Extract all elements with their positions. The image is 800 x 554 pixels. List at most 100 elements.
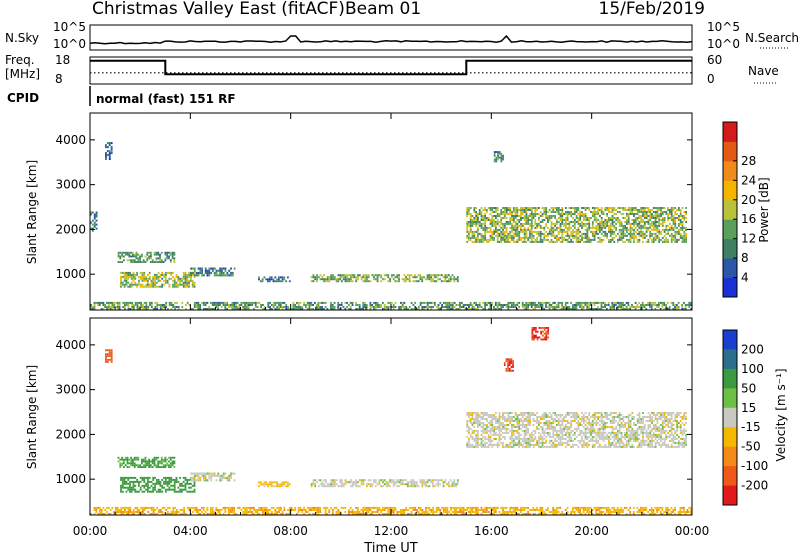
heatmap-cell bbox=[172, 271, 174, 274]
heatmap-cell bbox=[486, 429, 488, 432]
heatmap-cell bbox=[536, 224, 538, 227]
heatmap-cell bbox=[631, 437, 634, 440]
heatmap-cell bbox=[498, 213, 501, 215]
heatmap-cell bbox=[166, 480, 169, 483]
heatmap-cell bbox=[643, 209, 646, 211]
nsky-panel bbox=[89, 24, 693, 51]
heatmap-cell bbox=[186, 490, 189, 493]
heatmap-cell bbox=[125, 277, 128, 280]
heatmap-cell bbox=[366, 276, 368, 279]
heatmap-cell bbox=[565, 416, 567, 418]
heatmap-cell bbox=[523, 441, 526, 444]
heatmap-cell bbox=[665, 228, 668, 231]
heatmap-cell bbox=[337, 485, 340, 488]
heatmap-cell bbox=[590, 433, 592, 436]
heatmap-cell bbox=[117, 456, 120, 459]
heatmap-cell bbox=[143, 279, 146, 282]
heatmap-cell bbox=[545, 304, 547, 306]
heatmap-cell bbox=[586, 226, 589, 229]
heatmap-cell bbox=[482, 445, 485, 448]
heatmap-cell bbox=[129, 476, 131, 479]
heatmap-cell bbox=[577, 439, 580, 442]
heatmap-cell bbox=[600, 306, 603, 308]
heatmap-cell bbox=[351, 481, 354, 484]
heatmap-cell bbox=[127, 277, 130, 280]
heatmap-cell bbox=[563, 224, 565, 227]
heatmap-cell bbox=[660, 211, 662, 213]
heatmap-cell bbox=[670, 228, 673, 231]
heatmap-cell bbox=[620, 213, 623, 215]
heatmap-cell bbox=[125, 304, 128, 306]
heatmap-cell bbox=[144, 255, 147, 258]
heatmap-cell bbox=[400, 308, 402, 310]
heatmap-cell bbox=[208, 267, 211, 270]
heatmap-cell bbox=[622, 443, 625, 446]
heatmap-cell bbox=[620, 222, 623, 225]
heatmap-cell bbox=[446, 308, 449, 310]
colorbar-swatch bbox=[723, 199, 737, 220]
heatmap-cell bbox=[658, 228, 661, 231]
heatmap-cell bbox=[121, 261, 123, 263]
heatmap-cell bbox=[547, 427, 549, 430]
heatmap-cell bbox=[496, 228, 499, 231]
heatmap-cell bbox=[618, 301, 621, 304]
heatmap-cell bbox=[176, 301, 178, 304]
ytick-label: 1000 bbox=[55, 267, 86, 281]
heatmap-cell bbox=[615, 427, 617, 430]
heatmap-cell bbox=[428, 485, 431, 488]
heatmap-cell bbox=[626, 215, 628, 217]
heatmap-cell bbox=[484, 301, 486, 304]
heatmap-cell bbox=[228, 479, 231, 482]
heatmap-cell bbox=[620, 228, 623, 231]
heatmap-cell bbox=[439, 483, 441, 486]
heatmap-cell bbox=[636, 439, 639, 442]
heatmap-cell bbox=[469, 308, 472, 310]
heatmap-cell bbox=[538, 427, 540, 430]
colorbar-swatch bbox=[723, 122, 737, 142]
heatmap-cell bbox=[376, 301, 379, 304]
heatmap-cell bbox=[556, 416, 558, 418]
heatmap-cell bbox=[520, 437, 522, 440]
heatmap-cell bbox=[600, 217, 603, 219]
heatmap-cell bbox=[658, 306, 660, 308]
heatmap-cell bbox=[491, 433, 494, 436]
heatmap-cell bbox=[543, 238, 546, 241]
heatmap-cell bbox=[584, 443, 587, 446]
heatmap-cell bbox=[428, 479, 431, 482]
heatmap-cell bbox=[222, 304, 225, 306]
heatmap-cell bbox=[521, 422, 524, 424]
heatmap-cell bbox=[319, 479, 322, 482]
heatmap-cell bbox=[495, 426, 497, 428]
heatmap-cell bbox=[130, 259, 132, 262]
heatmap-cell bbox=[163, 273, 165, 276]
heatmap-cell bbox=[473, 445, 476, 448]
heatmap-cell bbox=[577, 416, 580, 418]
heatmap-cell bbox=[656, 420, 659, 422]
heatmap-cell bbox=[617, 219, 619, 221]
heatmap-cell bbox=[581, 213, 583, 215]
heatmap-cell bbox=[188, 490, 190, 493]
heatmap-cell bbox=[525, 441, 528, 444]
heatmap-cell bbox=[575, 418, 578, 420]
heatmap-cell bbox=[600, 418, 603, 420]
heatmap-cell bbox=[525, 213, 528, 215]
heatmap-cell bbox=[523, 211, 526, 213]
heatmap-cell bbox=[278, 301, 280, 304]
heatmap-cell bbox=[505, 424, 508, 426]
heatmap-cell bbox=[339, 308, 341, 310]
heatmap-cell bbox=[491, 443, 494, 446]
heatmap-cell bbox=[267, 306, 270, 308]
heatmap-cell bbox=[108, 150, 111, 153]
heatmap-cell bbox=[259, 483, 262, 486]
heatmap-cell bbox=[208, 306, 211, 308]
heatmap-cell bbox=[606, 215, 608, 217]
heatmap-cell bbox=[362, 301, 365, 304]
heatmap-cell bbox=[629, 426, 632, 428]
heatmap-cell bbox=[477, 221, 479, 223]
heatmap-cell bbox=[489, 226, 492, 229]
heatmap-cell bbox=[505, 226, 508, 229]
heatmap-cell bbox=[471, 416, 474, 418]
heatmap-cell bbox=[498, 437, 501, 440]
heatmap-cell bbox=[403, 280, 406, 283]
heatmap-cell bbox=[159, 488, 162, 491]
